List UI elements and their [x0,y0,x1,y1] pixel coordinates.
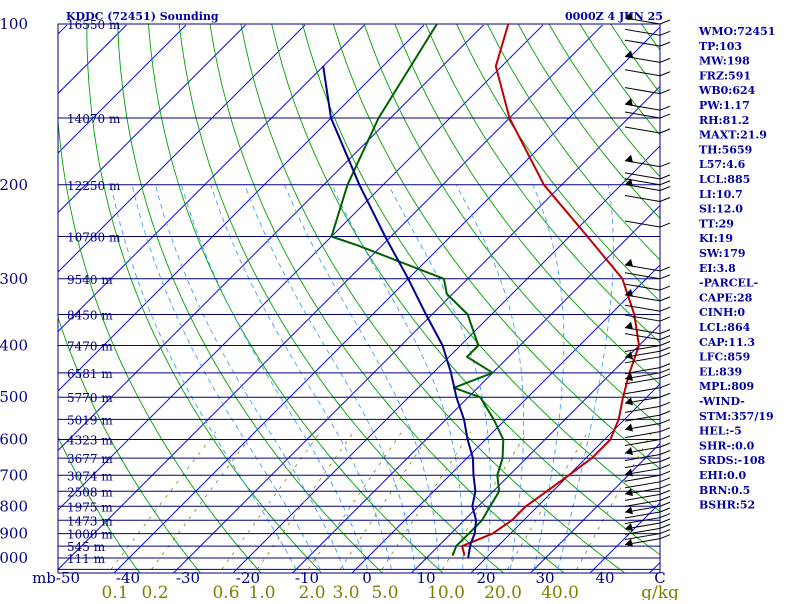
index-line: STM:357/19 [699,410,774,423]
index-line: -PARCEL- [699,277,758,290]
index-line: LCL:864 [699,321,751,334]
index-line: MW:198 [699,55,750,68]
index-line: LFC:859 [699,351,750,364]
index-line: CAP:11.3 [699,336,755,349]
index-line: MAXT:21.9 [699,129,767,142]
index-line: -WIND- [699,395,745,408]
index-line: TH:5659 [699,143,752,156]
index-line: CAPE:28 [699,291,753,304]
index-line: SRDS:-108 [699,454,766,467]
index-line: BRN:0.5 [699,484,750,497]
index-line: LI:10.7 [699,188,743,201]
index-line: HEL:-5 [699,425,742,438]
index-line: SW:179 [699,247,746,260]
index-line: BSHR:52 [699,499,755,512]
index-line: L57:4.6 [699,158,746,171]
index-line: LCL:885 [699,173,750,186]
index-line: EL:839 [699,365,742,378]
index-line: RH:81.2 [699,114,749,127]
index-line: PW:1.17 [699,99,750,112]
index-line: TT:29 [699,217,734,230]
index-line: MPL:809 [699,380,754,393]
index-line: WB0:624 [698,84,756,97]
index-line: TP:103 [699,40,742,53]
index-line: FRZ:591 [699,69,751,82]
index-line: SHR-:0.0 [699,439,755,452]
index-line: EHI:0.0 [699,469,746,482]
index-line: WMO:72451 [698,25,775,38]
index-line: CINH:0 [699,306,745,319]
index-line: EI:3.8 [699,262,736,275]
index-line: SI:12.0 [699,203,743,216]
index-line: KI:19 [699,232,733,245]
